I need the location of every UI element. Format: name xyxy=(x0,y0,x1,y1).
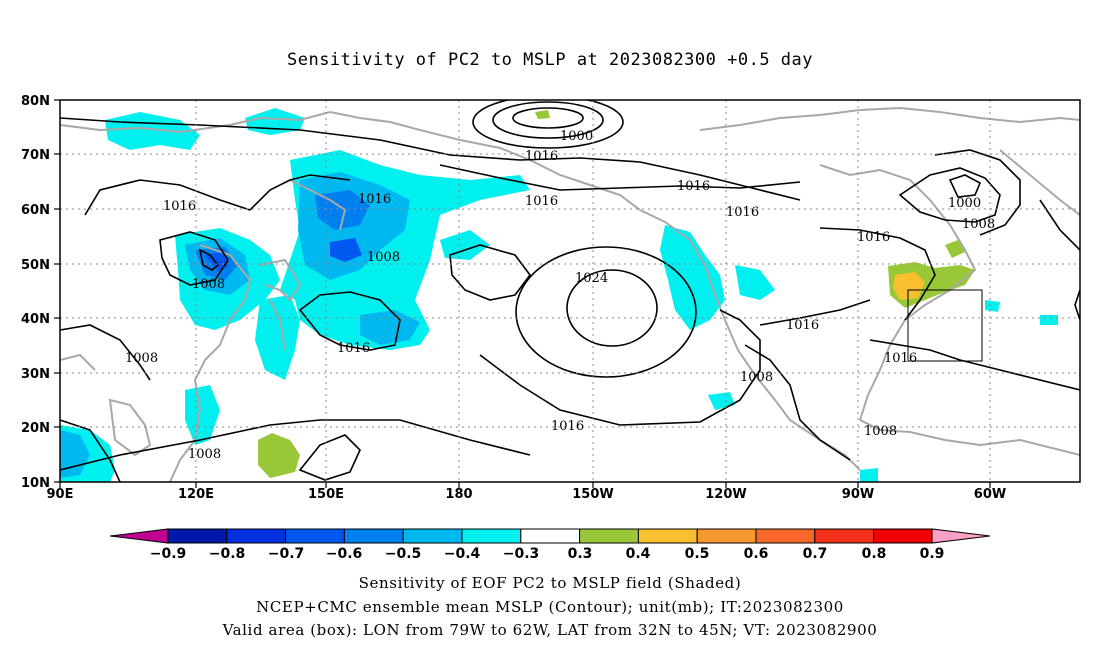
contour-label: 1008 xyxy=(367,250,400,265)
colorbar-label: −0.3 xyxy=(503,546,540,562)
lon-tick-label: 150W xyxy=(572,487,613,502)
contour-label: 1008 xyxy=(962,217,995,232)
colorbar-label: 0.6 xyxy=(744,546,769,562)
mslp-contours xyxy=(60,100,1080,482)
map-title: Sensitivity of PC2 to MSLP at 2023082300… xyxy=(286,50,813,70)
colorbar-segment xyxy=(461,528,522,544)
contour-label: 1016 xyxy=(677,179,710,194)
contour-label: 1016 xyxy=(358,192,391,207)
colorbar-label: −0.6 xyxy=(326,546,363,562)
colorbar-segment xyxy=(285,528,345,544)
colorbar-max-triangle xyxy=(931,528,991,544)
colorbar-segment xyxy=(579,528,639,544)
contour-label: 1008 xyxy=(192,277,225,292)
valid-area-box xyxy=(907,289,983,362)
colorbar-label: −0.5 xyxy=(385,546,422,562)
colorbar-label: −0.7 xyxy=(268,546,305,562)
lon-tick-label: 90W xyxy=(842,487,874,502)
contour-label: 1016 xyxy=(551,419,584,434)
lon-tick-label: 60W xyxy=(974,487,1006,502)
colorbar-label: −0.8 xyxy=(209,546,246,562)
contour-label: 1008 xyxy=(864,424,897,439)
colorbar-label: −0.9 xyxy=(150,546,187,562)
colorbar-label: 0.5 xyxy=(685,546,710,562)
lat-tick-label: 70N xyxy=(21,148,50,163)
contour-label: 1016 xyxy=(884,351,917,366)
contour-label: 1016 xyxy=(525,194,558,209)
contour-label: 1016 xyxy=(857,230,890,245)
colorbar-label: 0.8 xyxy=(862,546,887,562)
lat-tick-label: 30N xyxy=(21,367,50,382)
lat-tick-label: 10N xyxy=(21,476,50,491)
colorbar-segment xyxy=(402,528,463,544)
lon-tick-label: 150E xyxy=(308,487,344,502)
colorbar-segment xyxy=(167,528,228,544)
colorbar-label: 0.7 xyxy=(803,546,828,562)
map-plot-area: 1000 1016 1016 1016 1016 1016 1016 1000 … xyxy=(60,100,1080,482)
colorbar-label: 0.4 xyxy=(626,546,651,562)
caption-shaded: Sensitivity of EOF PC2 to MSLP field (Sh… xyxy=(358,574,742,592)
sensitivity-shading xyxy=(60,108,1058,482)
colorbar-label: 0.9 xyxy=(920,546,945,562)
colorbar-min-triangle xyxy=(109,528,169,544)
gridlines xyxy=(60,100,1080,482)
contour-label: 1016 xyxy=(525,149,558,164)
contour-label: 1016 xyxy=(786,318,819,333)
colorbar-segment xyxy=(637,528,698,544)
contour-label: 1016 xyxy=(337,341,370,356)
contour-label: 1008 xyxy=(188,447,221,462)
caption-contour: NCEP+CMC ensemble mean MSLP (Contour); u… xyxy=(256,598,844,616)
colorbar-segment xyxy=(520,528,581,544)
colorbar-label: 0.3 xyxy=(568,546,593,562)
lat-tick-label: 80N xyxy=(21,94,50,109)
lon-tick-label: 120E xyxy=(178,487,214,502)
plot-frame xyxy=(59,99,1081,483)
lon-tick-label: 180 xyxy=(445,487,472,502)
lon-tick-label: 120W xyxy=(705,487,746,502)
colorbar: −0.9 −0.8 −0.7 −0.6 −0.5 −0.4 −0.3 0.3 0… xyxy=(109,528,991,562)
latitude-labels: 80N 70N 60N 50N 40N 30N 20N 10N xyxy=(21,94,50,491)
colorbar-segment xyxy=(343,528,404,544)
lat-tick-label: 50N xyxy=(21,258,50,273)
lon-tick-label: 90E xyxy=(47,487,74,502)
contour-labels: 1000 1016 1016 1016 1016 1016 1016 1000 … xyxy=(125,129,995,462)
tick-marks xyxy=(54,99,991,488)
colorbar-segment xyxy=(755,528,816,544)
colorbar-segment xyxy=(226,528,287,544)
lat-tick-label: 20N xyxy=(21,421,50,436)
colorbar-segment xyxy=(873,528,933,544)
colorbar-segment xyxy=(696,528,757,544)
lat-tick-label: 40N xyxy=(21,312,50,327)
contour-label: 1008 xyxy=(125,351,158,366)
contour-label: 1016 xyxy=(726,205,759,220)
caption-valid-area: Valid area (box): LON from 79W to 62W, L… xyxy=(222,621,878,639)
contour-label: 1000 xyxy=(560,129,593,144)
longitude-labels: 90E 120E 150E 180 150W 120W 90W 60W xyxy=(47,487,1007,502)
contour-label: 1000 xyxy=(948,196,981,211)
contour-label: 1016 xyxy=(163,199,196,214)
contour-label: 1024 xyxy=(575,271,608,286)
lat-tick-label: 60N xyxy=(21,203,50,218)
colorbar-segment xyxy=(814,528,875,544)
colorbar-label: −0.4 xyxy=(444,546,481,562)
contour-label: 1008 xyxy=(740,370,773,385)
